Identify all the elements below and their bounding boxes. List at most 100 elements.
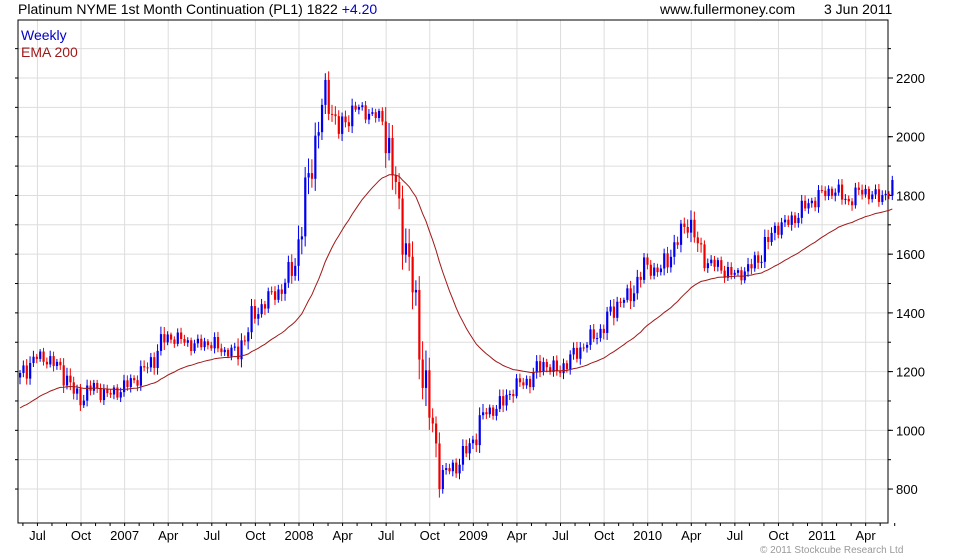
candle-body xyxy=(589,329,592,345)
candle-body xyxy=(327,79,330,114)
candle-body xyxy=(227,349,230,357)
candle-body xyxy=(629,288,632,302)
candle-body xyxy=(760,261,763,263)
candle-body xyxy=(720,260,723,271)
candle-body xyxy=(616,301,619,318)
x-tick-label: Jul xyxy=(203,528,220,543)
x-tick-label: Apr xyxy=(158,528,179,543)
candle-body xyxy=(773,225,777,233)
candle-body xyxy=(542,361,545,372)
candle-body xyxy=(807,203,810,209)
y-tick-label: 1200 xyxy=(896,365,925,380)
chart-title: Platinum NYME 1st Month Continuation (PL… xyxy=(18,1,378,17)
candle-body xyxy=(381,110,384,122)
candle-body xyxy=(351,105,354,127)
candle-body xyxy=(820,190,824,192)
candle-body xyxy=(673,242,676,257)
candle-body xyxy=(871,194,874,200)
legend-ema: EMA 200 xyxy=(21,44,78,60)
candle-body xyxy=(146,367,149,369)
candle-body xyxy=(206,341,210,346)
candle-body xyxy=(565,363,569,370)
candle-body xyxy=(733,272,736,275)
legend-weekly: Weekly xyxy=(21,27,67,43)
candle-body xyxy=(753,255,756,269)
candle-body xyxy=(213,337,216,349)
candle-body xyxy=(106,389,109,394)
candle-body xyxy=(512,393,515,397)
candle-body xyxy=(700,243,703,245)
candle-body xyxy=(374,112,377,118)
candle-body xyxy=(710,259,713,264)
site-url[interactable]: www.fullermoney.com xyxy=(660,1,796,17)
candle-body xyxy=(518,378,522,383)
x-tick-label: Apr xyxy=(507,528,528,543)
candle-body xyxy=(874,189,877,195)
candle-body xyxy=(149,357,153,368)
candle-body xyxy=(126,380,129,387)
candle-body xyxy=(666,253,669,268)
candle-body xyxy=(481,412,485,416)
candle-body xyxy=(830,188,834,196)
y-tick-label: 800 xyxy=(896,482,918,497)
candle-body xyxy=(723,270,726,278)
y-tick-label: 1000 xyxy=(896,423,925,438)
x-tick-label: Oct xyxy=(245,528,266,543)
candle-body xyxy=(824,190,827,197)
candle-body xyxy=(696,237,699,244)
candle-body xyxy=(622,299,626,303)
candle-body xyxy=(357,107,361,110)
candle-body xyxy=(814,200,817,208)
candle-body xyxy=(599,328,602,339)
candle-body xyxy=(492,407,495,416)
candle-body xyxy=(706,263,709,269)
x-tick-label: 2010 xyxy=(633,528,662,543)
plot-frame xyxy=(17,19,889,524)
candle-body xyxy=(572,347,575,355)
candle-body xyxy=(857,187,860,190)
candle-body xyxy=(559,371,562,374)
candle-body xyxy=(539,361,542,372)
x-tick-label: Oct xyxy=(420,528,441,543)
candle-body xyxy=(750,264,753,269)
candle-body xyxy=(294,265,297,276)
x-tick-label: Jul xyxy=(29,528,46,543)
candle-body xyxy=(495,408,498,416)
candle-body xyxy=(770,232,773,243)
candle-body xyxy=(96,382,99,388)
candle-body xyxy=(498,396,501,409)
candle-body xyxy=(344,116,347,123)
candle-body xyxy=(455,462,458,474)
x-tick-label: 2008 xyxy=(285,528,314,543)
x-tick-label: 2011 xyxy=(808,528,836,543)
candle-body xyxy=(592,329,595,339)
candle-body xyxy=(49,356,52,365)
candle-body xyxy=(532,372,535,388)
candle-body xyxy=(787,219,790,225)
candle-body xyxy=(82,400,85,406)
candle-body xyxy=(861,189,864,195)
candle-body xyxy=(579,347,582,359)
ema-line xyxy=(19,174,893,409)
candle-body xyxy=(166,334,169,343)
y-tick-label: 1600 xyxy=(896,247,925,262)
candle-body xyxy=(247,332,250,342)
candle-body xyxy=(139,366,142,386)
candle-body xyxy=(240,340,243,360)
candle-body xyxy=(780,222,783,235)
candle-body xyxy=(216,337,220,349)
candle-body xyxy=(230,347,233,357)
candle-body xyxy=(606,311,609,333)
candle-body xyxy=(679,223,683,245)
candle-body xyxy=(767,236,770,243)
candle-body xyxy=(485,412,488,415)
candle-body xyxy=(203,341,206,348)
candle-body xyxy=(736,270,740,273)
candle-body xyxy=(62,365,65,386)
candle-body xyxy=(233,346,236,348)
candle-body xyxy=(65,375,69,386)
candle-body xyxy=(263,304,267,309)
candle-body xyxy=(747,264,750,272)
candle-body xyxy=(196,338,200,344)
